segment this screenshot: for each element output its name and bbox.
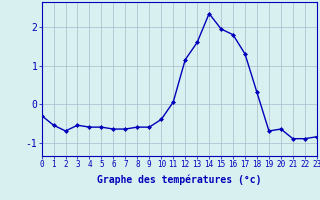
X-axis label: Graphe des températures (°c): Graphe des températures (°c) [97, 175, 261, 185]
